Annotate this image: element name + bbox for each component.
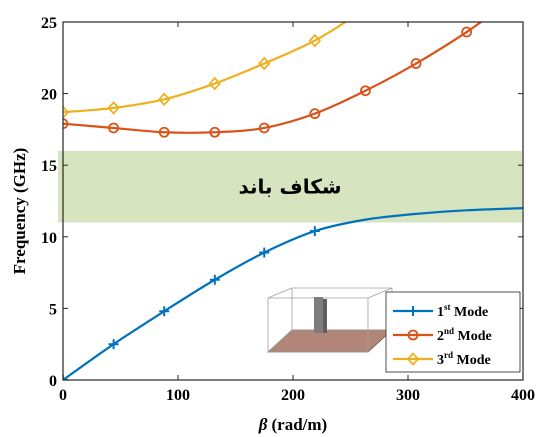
- series-point-mode-1: [259, 247, 270, 258]
- series-point-mode-2: [158, 126, 170, 138]
- x-axis-symbol: β: [258, 415, 268, 434]
- series-point-mode-3: [308, 33, 322, 48]
- legend-label-mode-2: 2nd Mode: [437, 326, 492, 344]
- legend-label-mode-3: 3rd Mode: [437, 350, 491, 368]
- series-point-mode-2: [360, 85, 371, 97]
- y-tick-label: 20: [41, 87, 57, 104]
- series-point-mode-2: [410, 58, 422, 69]
- y-tick-label: 5: [49, 301, 57, 318]
- x-tick-label: 100: [166, 387, 190, 404]
- unit-cell-front-face: [267, 297, 369, 353]
- legend-label-mode-1: 1st Mode: [437, 302, 488, 320]
- series-point-mode-2: [63, 118, 69, 130]
- series-point-mode-2: [108, 122, 119, 134]
- series-line-mode-1: [63, 207, 523, 380]
- legend-marker-mode-2: [407, 329, 419, 341]
- unit-cell-illustration: [266, 287, 394, 353]
- x-tick-label: 400: [511, 387, 535, 404]
- tick-layer: 0 100 200 300 400 0 5 10 15 20 25: [41, 15, 535, 404]
- series-line-mode-2: [63, 22, 483, 134]
- unit-cell-base: [266, 329, 394, 353]
- x-axis-unit: (rad/m): [272, 415, 328, 434]
- series-point-mode-1: [209, 274, 220, 285]
- legend-marker-mode-3: [406, 352, 420, 366]
- series-point-mode-3: [208, 76, 222, 91]
- unit-cell-pillar: [314, 297, 323, 333]
- y-tick-label: 0: [49, 373, 57, 390]
- series-point-mode-1: [309, 226, 320, 237]
- series-point-mode-2: [209, 126, 221, 138]
- band-gap-label: شکاف باند: [238, 175, 341, 199]
- series-layer: [63, 22, 523, 380]
- x-axis-label: β (rad/m): [258, 415, 327, 434]
- series-point-mode-2: [461, 26, 473, 38]
- series-point-mode-1: [159, 306, 170, 317]
- series-line-mode-3: [63, 22, 348, 114]
- legend-marker-mode-1: [408, 306, 418, 316]
- legend: 1st Mode 2nd Mode 3rd Mode: [385, 291, 521, 373]
- y-tick-label: 15: [41, 158, 57, 175]
- series-point-mode-3: [157, 92, 171, 107]
- series-point-mode-3: [258, 56, 271, 71]
- series-point-mode-2: [258, 122, 270, 134]
- y-tick-label: 25: [41, 15, 57, 32]
- y-tick-label: 10: [41, 230, 57, 247]
- y-axis-label: Frequency (GHz): [10, 148, 29, 275]
- x-tick-label: 300: [396, 387, 420, 404]
- x-tick-label: 200: [281, 387, 305, 404]
- band-gap-region: شکاف باند: [58, 150, 522, 223]
- series-point-mode-3: [63, 105, 70, 120]
- series-point-mode-2: [309, 108, 321, 120]
- series-point-mode-3: [107, 101, 120, 115]
- x-tick-label: 0: [59, 387, 67, 404]
- series-point-mode-1: [108, 339, 119, 350]
